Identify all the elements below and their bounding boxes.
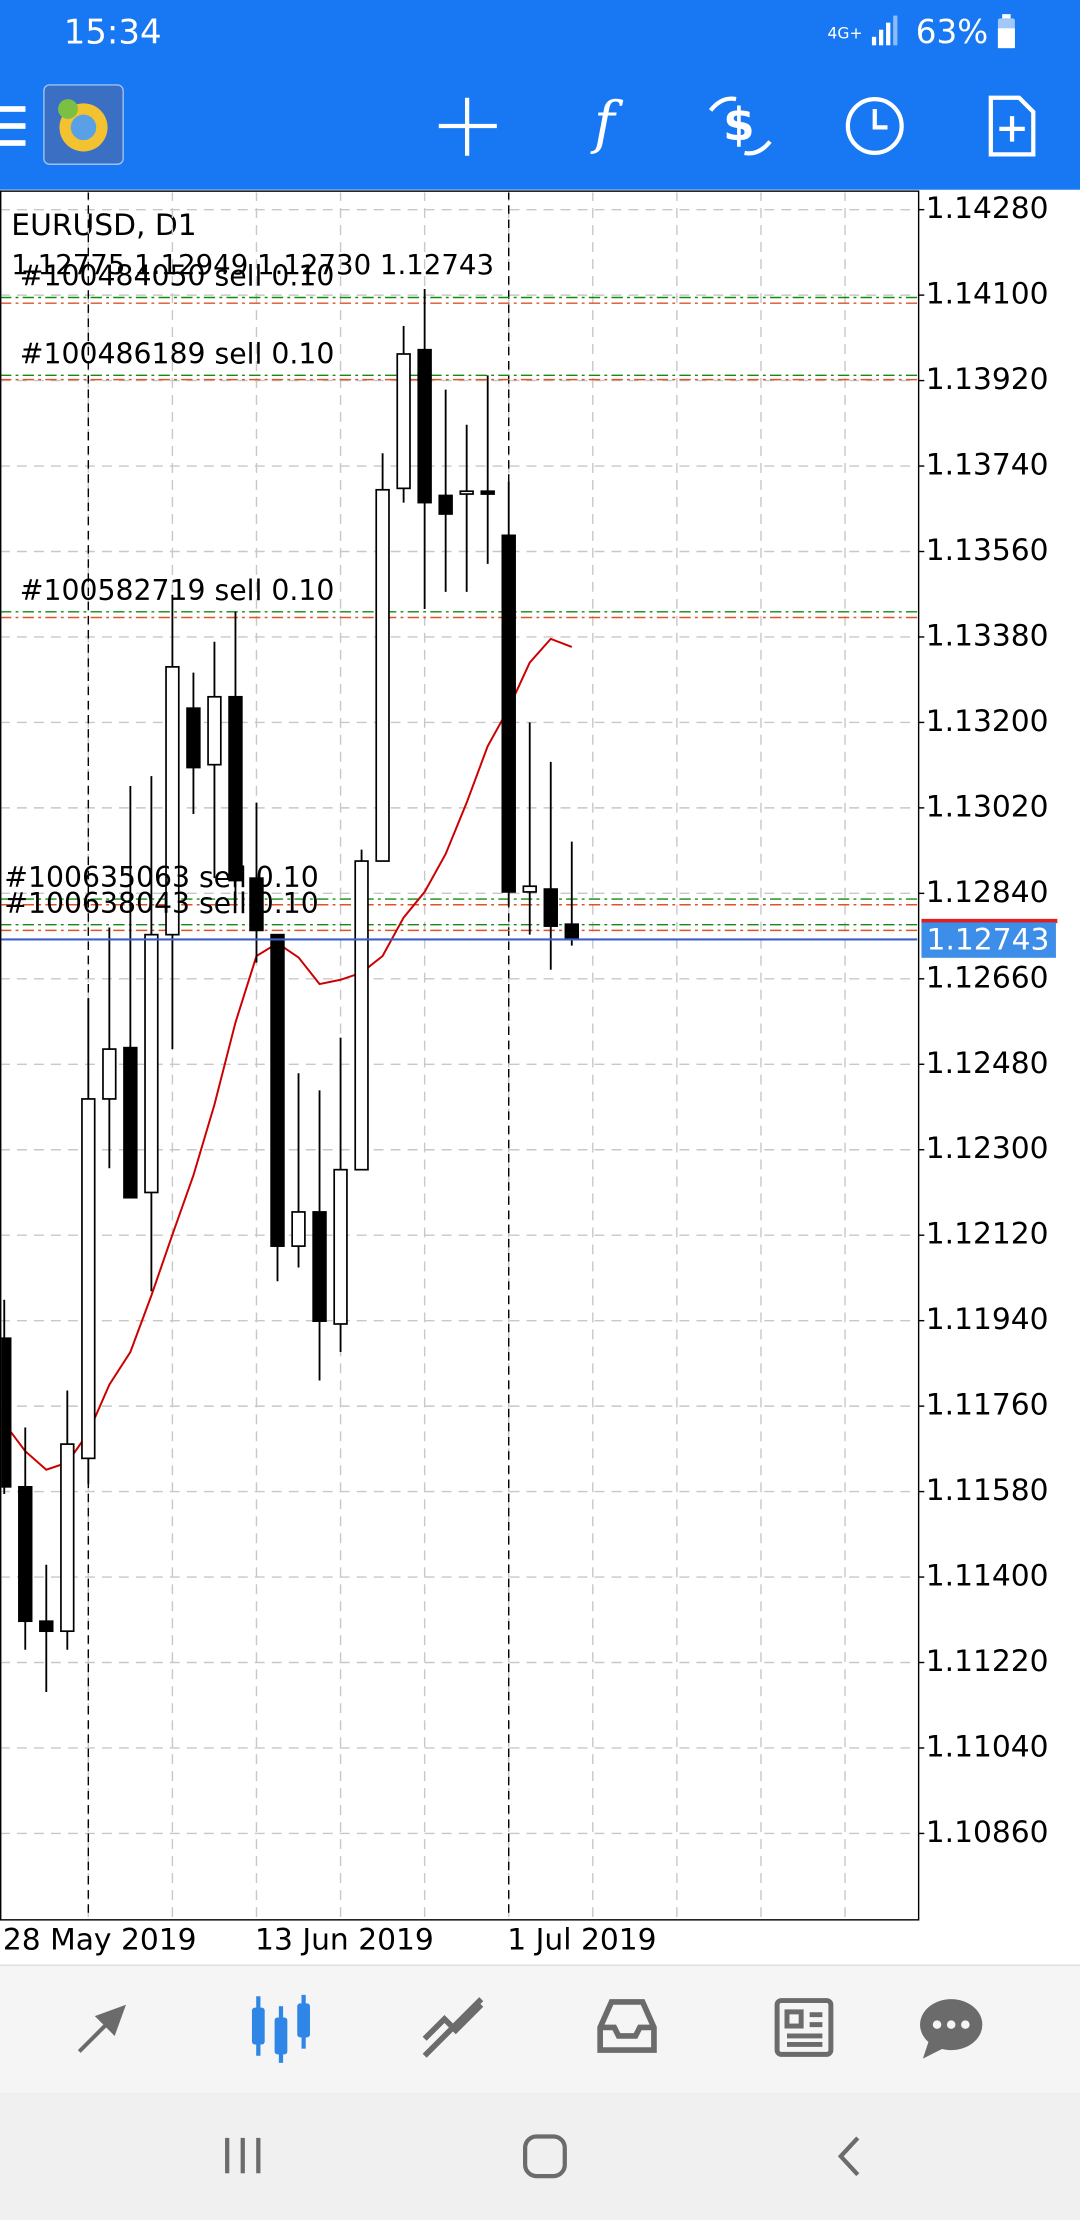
candle-body xyxy=(81,1098,96,1460)
crosshair-button[interactable] xyxy=(438,97,497,156)
y-tick-label: 1.11580 xyxy=(926,1473,1049,1508)
candle-body xyxy=(501,534,516,893)
y-tick-label: 1.11040 xyxy=(926,1729,1049,1764)
y-tick-label: 1.13560 xyxy=(926,533,1049,568)
history-tab[interactable] xyxy=(597,1999,657,2053)
candle-body xyxy=(165,666,180,936)
candle-body xyxy=(354,860,369,1171)
candle-body xyxy=(459,490,474,495)
chart-tab[interactable] xyxy=(251,1994,310,2063)
back-button[interactable] xyxy=(837,2136,860,2177)
candle-body xyxy=(375,488,390,862)
y-tick-label: 1.12660 xyxy=(926,960,1049,995)
home-button[interactable] xyxy=(523,2134,567,2179)
chat-tab[interactable] xyxy=(920,1999,983,2059)
candle-body xyxy=(60,1443,75,1633)
battery-icon xyxy=(997,14,1015,49)
ohlc-quote: 1.12775 1.12949 1.12730 1.12743 xyxy=(11,248,494,281)
trade-button[interactable]: $ xyxy=(708,96,772,156)
recents-button[interactable] xyxy=(225,2137,261,2174)
y-tick-label: 1.11220 xyxy=(926,1644,1049,1679)
order-label: #100484050 sell 0.10 xyxy=(20,260,335,293)
news-tab[interactable] xyxy=(774,1998,834,2057)
candle-body xyxy=(102,1048,117,1100)
candle-body xyxy=(396,353,411,490)
app-icon[interactable] xyxy=(43,84,124,165)
candle-body xyxy=(438,494,453,515)
plot: #100484050 sell 0.10 #100486189 sell 0.10… xyxy=(1,192,918,1919)
candle-body xyxy=(186,707,201,769)
x-tick-label: 28 May 2019 xyxy=(3,1923,197,1958)
y-tick-label: 1.10860 xyxy=(926,1815,1049,1850)
y-tick-label: 1.13740 xyxy=(926,448,1049,483)
candle-body xyxy=(564,923,579,941)
order-label: #100486189 sell 0.10 xyxy=(20,338,335,371)
bid-label-box xyxy=(921,922,1056,958)
candle-body xyxy=(228,695,243,882)
order-label: #100582719 sell 0.10 xyxy=(20,574,335,607)
candle-body xyxy=(333,1168,348,1325)
x-tick-label: 1 Jul 2019 xyxy=(507,1923,656,1958)
candle-body xyxy=(249,877,264,932)
bid-label: 1.12743 xyxy=(927,922,1050,957)
status-battery: 63% xyxy=(916,13,988,51)
period-button[interactable] xyxy=(845,96,904,156)
chart-title: EURUSD, D1 xyxy=(11,208,196,243)
candle-body xyxy=(123,1046,138,1199)
plot-area xyxy=(0,190,920,1921)
candle-body xyxy=(312,1211,327,1322)
x-tick-label: 13 Jun 2019 xyxy=(255,1923,434,1958)
order-label: #100638043 sell 0.10 xyxy=(4,887,319,920)
candle-body xyxy=(543,888,558,927)
y-tick-label: 1.14100 xyxy=(926,277,1049,312)
candle-body xyxy=(1,1337,12,1488)
y-tick-label: 1.13920 xyxy=(926,362,1049,397)
candle-body xyxy=(207,695,222,766)
candle-body xyxy=(480,490,495,495)
candle-body xyxy=(39,1620,54,1633)
y-tick-label: 1.12840 xyxy=(926,875,1049,910)
candle-body xyxy=(144,933,159,1194)
y-tick-label: 1.13020 xyxy=(926,789,1049,824)
candle-body xyxy=(291,1211,306,1247)
status-network: 4G+ xyxy=(828,24,863,42)
y-tick-label: 1.14280 xyxy=(926,191,1049,226)
order-label: #100635063 sell 0.10 xyxy=(4,861,319,894)
y-tick-label: 1.13200 xyxy=(926,704,1049,739)
candle-body xyxy=(18,1485,33,1623)
svg-text:$: $ xyxy=(723,98,755,151)
y-tick-label: 1.12300 xyxy=(926,1131,1049,1166)
y-tick-label: 1.11940 xyxy=(926,1302,1049,1337)
y-tick-label: 1.13380 xyxy=(926,618,1049,653)
status-time: 15:34 xyxy=(64,12,162,52)
y-tick-label: 1.11760 xyxy=(926,1388,1049,1423)
moving-average xyxy=(3,637,573,1471)
app-bar xyxy=(0,0,1080,190)
quotes-tab[interactable] xyxy=(77,2004,126,2053)
y-tick-label: 1.12120 xyxy=(926,1217,1049,1252)
new-order-button[interactable] xyxy=(988,95,1036,157)
orders xyxy=(1,296,918,932)
candle-body xyxy=(417,348,432,504)
signal-icon xyxy=(871,15,898,46)
candle-body xyxy=(270,933,285,1247)
y-tick-label: 1.11400 xyxy=(926,1559,1049,1594)
system-nav xyxy=(0,2092,1080,2220)
candle-body xyxy=(522,885,537,893)
bottom-nav xyxy=(0,1965,1080,2093)
y-tick-label: 1.12480 xyxy=(926,1046,1049,1081)
axes: 1.14280 1.14100 1.13920 1.13740 1.13560 1.133… xyxy=(3,191,1058,1958)
trade-tab[interactable] xyxy=(422,1997,484,2058)
menu-button[interactable] xyxy=(0,106,26,146)
